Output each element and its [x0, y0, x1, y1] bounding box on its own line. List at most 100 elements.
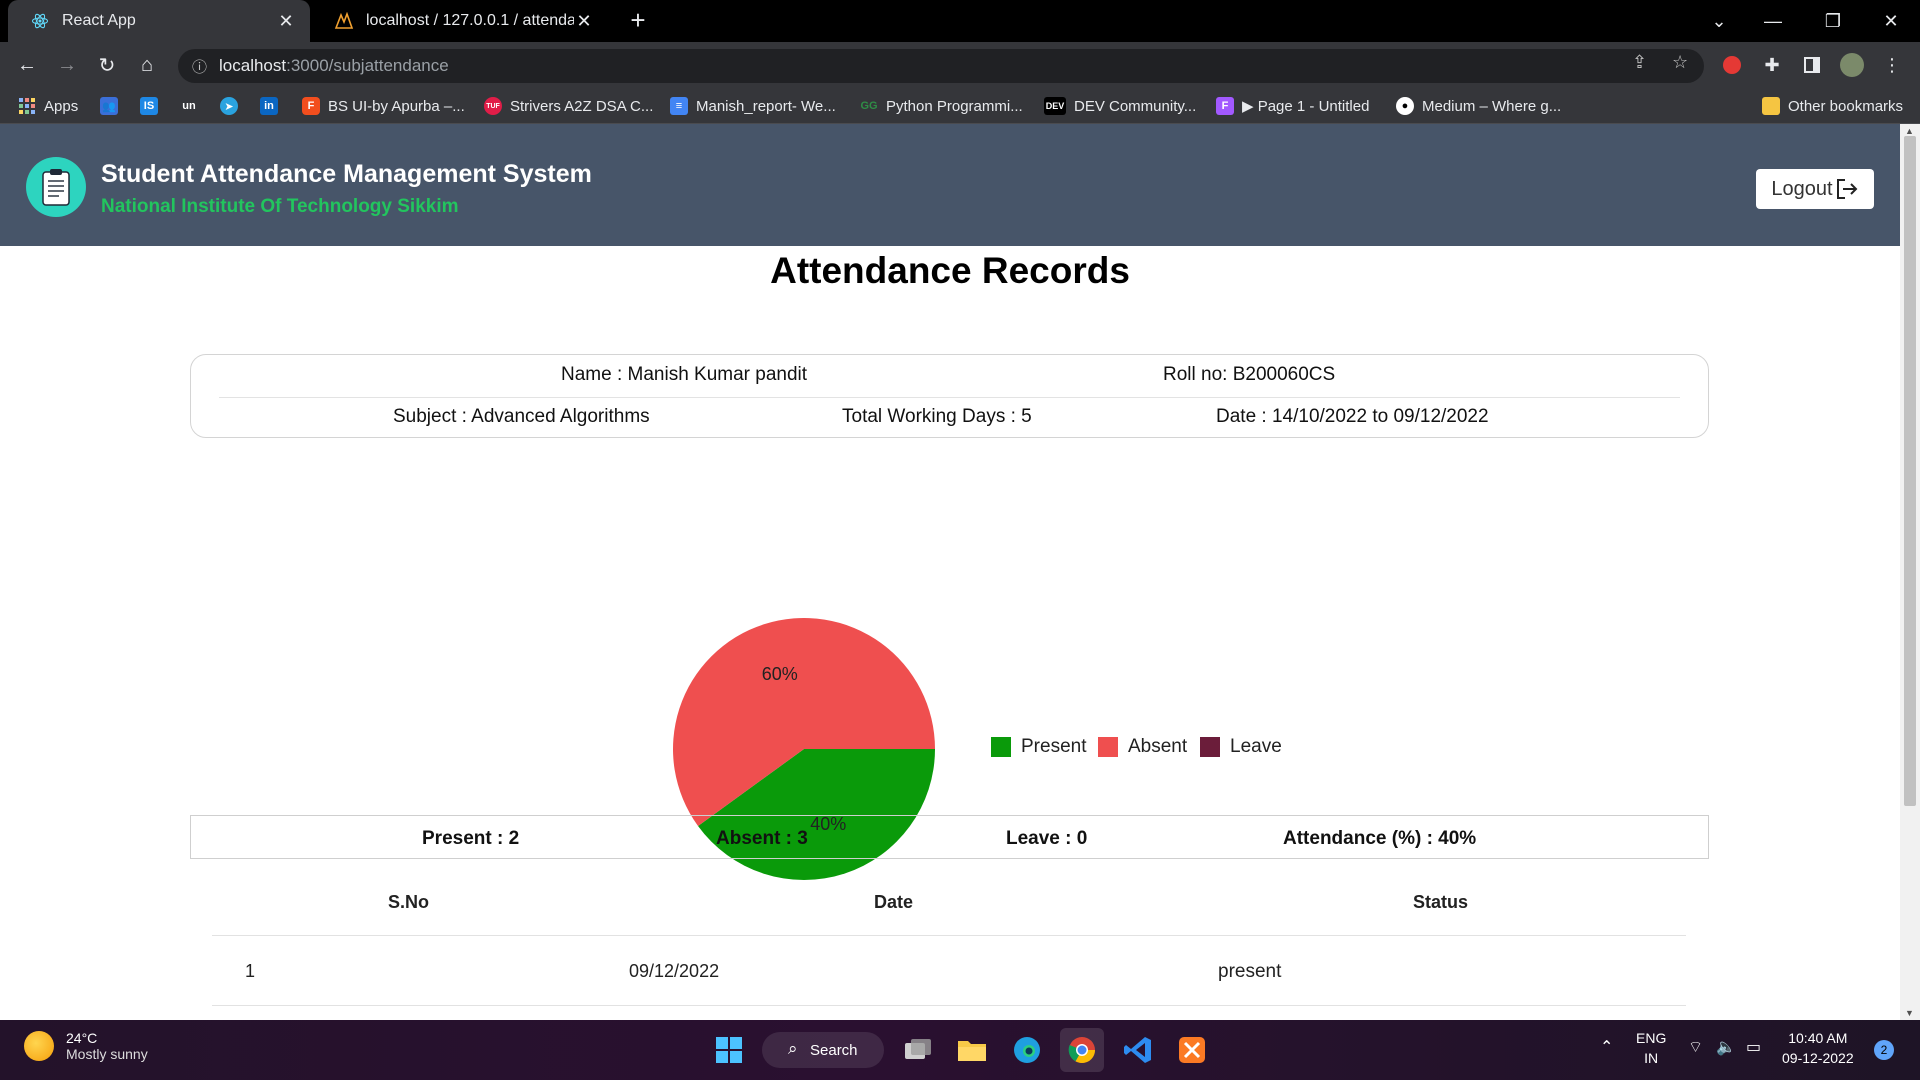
chrome-browser-icon[interactable] — [1060, 1028, 1104, 1072]
table-cell-status: present — [1218, 961, 1282, 982]
legend-swatch-present — [991, 737, 1011, 757]
attendance-summary-bar: Present : 2 Absent : 3 Leave : 0 Attenda… — [190, 815, 1709, 859]
pie-svg: 40% 60% — [672, 617, 935, 880]
student-info-card: Name : Manish Kumar pandit Roll no: B200… — [190, 354, 1709, 438]
tab-title: React App — [62, 12, 136, 29]
wifi-icon[interactable]: ⌔ — [1688, 1039, 1704, 1056]
pie-label-absent: 60% — [762, 664, 798, 684]
close-tab-icon[interactable]: ✕ — [576, 10, 592, 31]
bookmark-label: Apps — [44, 97, 79, 115]
table-divider — [212, 935, 1686, 936]
bookmark-strivers[interactable]: TUF Strivers A2Z DSA C... — [484, 94, 653, 118]
close-tab-icon[interactable]: ✕ — [278, 10, 294, 31]
url-host: localhost — [219, 56, 287, 75]
restore-icon[interactable]: ❐ — [1824, 10, 1842, 31]
extensions-puzzle-icon[interactable]: ✚ — [1764, 54, 1780, 75]
bookmark-bs-ui[interactable]: F BS UI-by Apurba –... — [302, 94, 465, 118]
scroll-down-icon[interactable]: ▼ — [1905, 1008, 1914, 1018]
address-bar[interactable]: ⓘ localhost:3000/subjattendance — [178, 49, 1704, 83]
bookmark-manish-report[interactable]: ≡ Manish_report- We... — [670, 94, 836, 118]
taskbar-search[interactable]: ⌕ Search — [762, 1032, 884, 1068]
page-scrollbar[interactable]: ▲ ▼ — [1900, 124, 1920, 1020]
menu-kebab-icon[interactable]: ⋮ — [1883, 54, 1901, 75]
scrollbar-thumb[interactable] — [1904, 136, 1916, 806]
minimize-icon[interactable]: — — [1764, 10, 1782, 31]
extension-red-icon[interactable] — [1718, 51, 1746, 79]
bookmark-medium[interactable]: ● Medium – Where g... — [1396, 94, 1561, 118]
side-panel-icon[interactable] — [1798, 51, 1826, 79]
tab-react-app[interactable]: React App ✕ — [8, 0, 310, 42]
info-icon[interactable]: ⓘ — [192, 58, 208, 76]
forward-arrow-icon[interactable]: → — [57, 53, 77, 76]
search-label: Search — [810, 1041, 858, 1059]
language-indicator[interactable]: ENG IN — [1636, 1028, 1666, 1068]
bookmark-people[interactable]: 👥 — [100, 94, 126, 118]
bookmark-telegram[interactable]: ➤ — [220, 94, 246, 118]
close-window-icon[interactable]: ✕ — [1883, 10, 1899, 31]
xampp-icon[interactable] — [1170, 1028, 1214, 1072]
clipboard-logo-icon — [26, 157, 86, 217]
figma-icon: F — [1216, 97, 1234, 115]
tuf-icon: TUF — [484, 97, 502, 115]
task-view-icon[interactable] — [896, 1028, 940, 1072]
new-tab-button[interactable]: + — [630, 5, 646, 35]
pie-slice-absent — [672, 617, 935, 826]
table-divider — [212, 1005, 1686, 1006]
bookmark-other[interactable]: Other bookmarks — [1762, 94, 1903, 118]
phpmyadmin-icon — [334, 11, 354, 31]
legend-absent: Absent — [1098, 736, 1187, 758]
vscode-icon[interactable] — [1116, 1028, 1160, 1072]
volume-icon[interactable]: 🔈 — [1716, 1039, 1736, 1056]
attendance-percent: Attendance (%) : 40% — [1283, 828, 1477, 849]
dev-icon: DEV — [1044, 97, 1066, 115]
home-icon[interactable]: ⌂ — [140, 53, 154, 76]
apps-grid-icon — [18, 97, 36, 115]
page-title: Attendance Records — [770, 250, 1130, 291]
bookmark-label: Manish_report- We... — [696, 97, 836, 115]
figma-icon: F — [302, 97, 320, 115]
bookmark-apps[interactable]: Apps — [18, 94, 78, 118]
legend-swatch-absent — [1098, 737, 1118, 757]
file-explorer-icon[interactable] — [950, 1028, 994, 1072]
table-header-date: Date — [874, 892, 914, 912]
leave-count: Leave : 0 — [1006, 828, 1088, 849]
clock-time: 10:40 AM — [1788, 1030, 1848, 1046]
profile-avatar[interactable] — [1838, 51, 1866, 79]
bookmark-un[interactable]: un — [180, 94, 206, 118]
logout-icon — [1836, 179, 1857, 199]
present-count: Present : 2 — [422, 828, 520, 849]
app-header: Student Attendance Management System Nat… — [0, 124, 1900, 246]
bookmark-python[interactable]: GG Python Programmi... — [860, 94, 1022, 118]
bookmark-label: ▶ Page 1 - Untitled — [1242, 98, 1370, 115]
linkedin-icon: in — [260, 97, 278, 115]
windows-start-icon[interactable] — [707, 1028, 751, 1072]
bookmark-dev[interactable]: DEV DEV Community... — [1044, 94, 1196, 118]
gfg-icon: GG — [860, 100, 878, 112]
edge-browser-icon[interactable] — [1005, 1028, 1049, 1072]
table-cell-sno: 1 — [245, 961, 256, 981]
url-path: :3000/subjattendance — [286, 56, 449, 75]
bookmark-linkedin[interactable]: in — [260, 94, 286, 118]
scroll-up-icon[interactable]: ▲ — [1905, 126, 1914, 136]
bookmark-page1[interactable]: F ▶ Page 1 - Untitled — [1216, 94, 1369, 118]
show-hidden-icons-chevron-icon[interactable]: ⌃ — [1600, 1039, 1614, 1056]
notification-badge[interactable]: 2 — [1874, 1040, 1894, 1060]
bookmark-label: BS UI-by Apurba –... — [328, 97, 465, 115]
logout-button[interactable]: Logout — [1756, 169, 1874, 209]
battery-icon[interactable]: ▭ — [1746, 1039, 1762, 1056]
subject-name: Subject : Advanced Algorithms — [393, 406, 650, 427]
clock[interactable]: 10:40 AM 09-12-2022 — [1782, 1028, 1854, 1068]
bookmark-is[interactable]: IS — [140, 94, 166, 118]
docs-icon: ≡ — [670, 97, 688, 115]
weather-widget[interactable]: 24°C Mostly sunny — [24, 1030, 148, 1062]
tab-search-chevron-icon[interactable]: ⌄ — [1711, 10, 1727, 31]
people-icon: 👥 — [100, 97, 118, 115]
bookmark-star-icon[interactable]: ☆ — [1672, 52, 1689, 72]
reload-icon[interactable]: ↻ — [98, 54, 116, 77]
share-icon[interactable]: ⇪ — [1632, 52, 1648, 72]
weather-temp: 24°C — [66, 1030, 98, 1046]
legend-label-absent: Absent — [1128, 736, 1188, 757]
tab-phpmyadmin[interactable]: localhost / 127.0.0.1 / attendance ✕ — [312, 0, 608, 42]
table-header-sno: S.No — [388, 892, 430, 912]
back-arrow-icon[interactable]: ← — [17, 53, 37, 76]
